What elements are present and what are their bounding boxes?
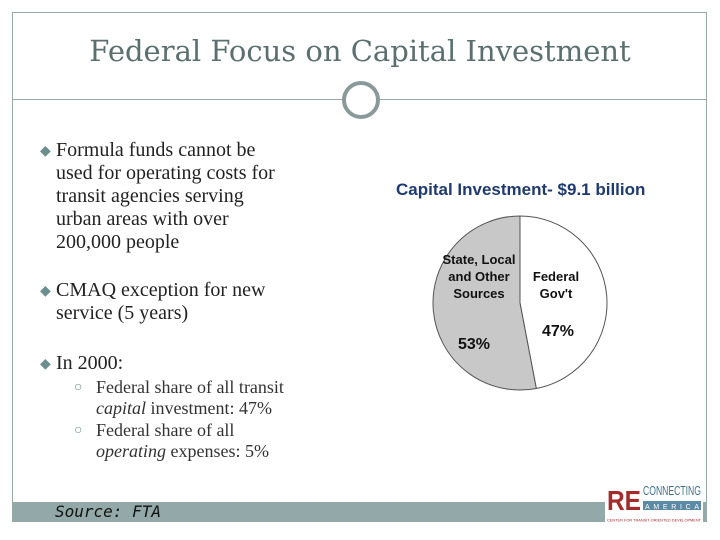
pie-slice-1 [432,215,537,391]
bullet-line: service (5 years) [56,302,189,324]
bullet-marker-icon: ◆ [40,144,51,159]
slice-label-federal: Federal Gov't [532,269,580,301]
svg-text:RE: RE [607,485,641,516]
svg-text:AMERICA: AMERICA [645,504,699,511]
sub-bullet-2: ○ Federal share of all operating expenses:… [74,420,269,461]
footer-bar [12,502,707,522]
circle-ornament [342,81,380,119]
sub-bullet-1: ○ Federal share of all transit capital inv… [74,377,284,418]
bullet-1: ◆ Formula funds cannot be used for operati… [40,139,275,254]
svg-text:CONNECTING: CONNECTING [643,483,701,498]
bullet-marker-icon: ◆ [40,284,51,299]
bullet-marker-icon: ◆ [40,357,51,372]
pie-slice-0 [519,215,608,390]
bullet-line: CMAQ exception for new [56,279,266,301]
bullet-line: used for operating costs for [56,162,275,184]
slice-value-federal: 47% [541,323,575,340]
title-divider-right [380,99,707,100]
sub-bullet-marker-icon: ○ [74,423,83,438]
slide-title: Federal Focus on Capital Investment [89,34,631,68]
source-note: Source: FTA [55,502,161,521]
bullet-line: transit agencies serving [56,185,244,207]
bullet-line: urban areas with over [56,208,229,230]
bullet-line: Formula funds cannot be [56,139,256,161]
bullet-3: ◆ In 2000: [40,352,124,375]
svg-text:CENTER FOR TRANSIT-ORIENTED DE: CENTER FOR TRANSIT-ORIENTED DEVELOPMENT [607,518,702,523]
reconnecting-america-logo: RE CONNECTING AMERICA CENTER FOR TRANSIT… [605,482,703,523]
bullet-line: In 2000: [56,352,124,374]
sub-bullet-marker-icon: ○ [74,380,83,395]
bullet-line: 200,000 people [56,231,180,253]
slice-label-state: State, Local and Other Sources [442,252,516,301]
title-divider-left [12,99,342,100]
slice-value-state: 53% [457,336,491,353]
chart-title: Capital Investment- $9.1 billion [396,180,646,199]
bullet-2: ◆ CMAQ exception for new service (5 years) [40,279,266,325]
